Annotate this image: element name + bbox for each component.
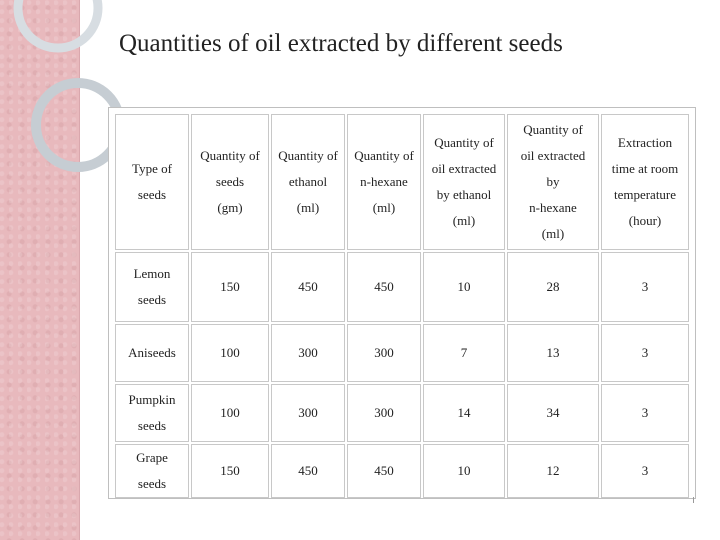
table-row: Lemon seeds 150 450 450 10 28 3 — [115, 252, 689, 322]
table-cell: 450 — [347, 252, 421, 322]
table-cell: 28 — [507, 252, 599, 322]
table-cell: 300 — [271, 384, 345, 442]
table-cell: 14 — [423, 384, 505, 442]
header-cell: Quantity of oil extracted by ethanol (ml… — [423, 114, 505, 250]
table-cell: 450 — [347, 444, 421, 498]
table-cell: 450 — [271, 444, 345, 498]
seed-name-cell: Pumpkin seeds — [115, 384, 189, 442]
table-cell: 13 — [507, 324, 599, 382]
table-cell: 3 — [601, 384, 689, 442]
table-row: Aniseeds 100 300 300 7 13 3 — [115, 324, 689, 382]
header-cell: Quantity of n-hexane (ml) — [347, 114, 421, 250]
header-cell: Extraction time at room temperature (hou… — [601, 114, 689, 250]
table-cell: 300 — [271, 324, 345, 382]
table-row: Pumpkin seeds 100 300 300 14 34 3 — [115, 384, 689, 442]
table-cell: 3 — [601, 324, 689, 382]
oil-extraction-table: Type of seeds Quantity of seeds (gm) Qua… — [113, 112, 691, 500]
table-cell: 7 — [423, 324, 505, 382]
table-cell: 3 — [601, 252, 689, 322]
table-cell: 100 — [191, 384, 269, 442]
table-frame: Type of seeds Quantity of seeds (gm) Qua… — [108, 107, 696, 499]
table-cell: 300 — [347, 324, 421, 382]
table-cell: 10 — [423, 444, 505, 498]
table-cell: 12 — [507, 444, 599, 498]
header-row: Type of seeds Quantity of seeds (gm) Qua… — [115, 114, 689, 250]
table-cell: 450 — [271, 252, 345, 322]
seed-name-cell: Grape seeds — [115, 444, 189, 498]
slide-title: Quantities of oil extracted by different… — [119, 30, 563, 57]
table-cell: 300 — [347, 384, 421, 442]
table-cell: 10 — [423, 252, 505, 322]
seed-name-cell: Lemon seeds — [115, 252, 189, 322]
decorative-sidebar — [0, 0, 80, 540]
table-cell: 3 — [601, 444, 689, 498]
corner-mark — [693, 497, 697, 503]
header-cell: Quantity of seeds (gm) — [191, 114, 269, 250]
table-cell: 150 — [191, 252, 269, 322]
header-cell: Type of seeds — [115, 114, 189, 250]
table-cell: 150 — [191, 444, 269, 498]
table-row: Grape seeds 150 450 450 10 12 3 — [115, 444, 689, 498]
table-cell: 34 — [507, 384, 599, 442]
header-cell: Quantity of ethanol (ml) — [271, 114, 345, 250]
header-cell: Quantity of oil extracted by n-hexane (m… — [507, 114, 599, 250]
seed-name-cell: Aniseeds — [115, 324, 189, 382]
table-cell: 100 — [191, 324, 269, 382]
